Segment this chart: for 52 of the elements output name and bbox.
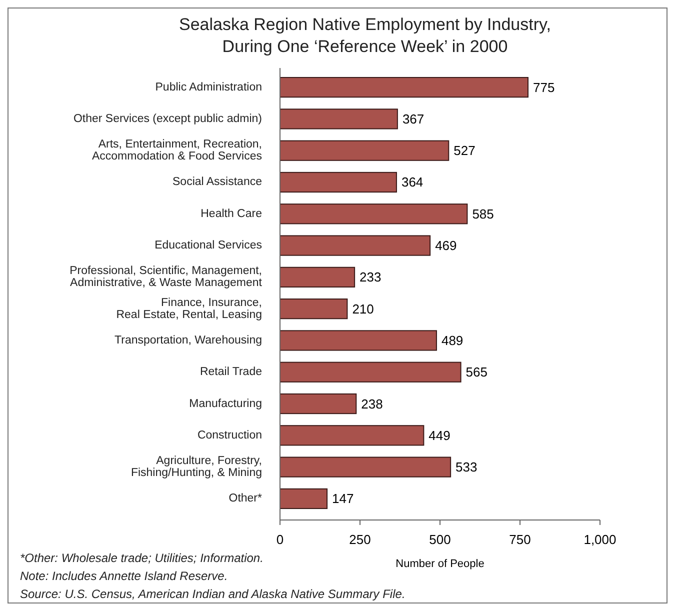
y-tick-label: Public Administration bbox=[155, 81, 262, 94]
data-label: 364 bbox=[401, 174, 424, 190]
bar bbox=[280, 204, 468, 224]
bar bbox=[280, 235, 431, 256]
y-tick-label: Transportation, Warehousing bbox=[114, 334, 262, 346]
y-tick-label: Educational Services bbox=[154, 240, 262, 252]
x-tick-label: 750 bbox=[509, 532, 531, 547]
text: Note: Includes Annette Island Reserve. bbox=[20, 569, 228, 583]
bar bbox=[280, 266, 356, 288]
data-label: 469 bbox=[435, 238, 457, 254]
y-tick-label: Health Care bbox=[200, 208, 262, 220]
y-tick-label: Agriculture, Forestry, Fishing/Hunting, & Mining bbox=[130, 455, 262, 480]
data-label: 527 bbox=[454, 143, 476, 158]
y-tick-label: Professional, Scientific, Management, Administrative, & Waste Management bbox=[70, 265, 263, 290]
y-tick-label: Construction bbox=[197, 429, 262, 442]
data-label: 233 bbox=[360, 270, 382, 285]
y-tick-label: Arts, Entertainment, Recreation, Accommodation & Food Services bbox=[92, 138, 262, 163]
data-label: 367 bbox=[402, 111, 424, 126]
data-label: 775 bbox=[533, 80, 555, 95]
bar bbox=[280, 393, 357, 414]
bar bbox=[280, 140, 450, 161]
bar bbox=[280, 330, 437, 351]
y-tick-label: Retail Trade bbox=[200, 366, 262, 378]
data-label: 565 bbox=[466, 364, 488, 380]
y-tick-label: Manufacturing bbox=[189, 398, 262, 410]
bar bbox=[280, 76, 528, 98]
data-label: 210 bbox=[352, 301, 374, 316]
y-tick-label: Social Assistance bbox=[172, 176, 262, 188]
data-label: 489 bbox=[441, 332, 464, 348]
y-tick-label: Other Services (except public admin) bbox=[73, 112, 262, 125]
bar bbox=[280, 108, 398, 130]
bar bbox=[280, 298, 348, 320]
chart-title: Sealaska Region Native Employment by Industry, During One ‘Reference Week’ in 2000 bbox=[179, 15, 551, 56]
x-tick-label: 500 bbox=[429, 532, 451, 547]
data-label: 533 bbox=[456, 460, 478, 475]
data-label: 449 bbox=[428, 428, 450, 443]
y-tick-label: Other* bbox=[228, 492, 263, 505]
y-tick-label: Finance, Insurance, Real Estate, Rental, Leasing bbox=[116, 296, 262, 321]
bar bbox=[280, 425, 424, 446]
source-note: Source: U.S. Census, American Indian and Alaska Native Summary File. bbox=[20, 587, 406, 601]
data-label: 585 bbox=[472, 206, 494, 222]
bar bbox=[280, 456, 452, 478]
x-tick-label: 0 bbox=[276, 532, 284, 547]
bar bbox=[280, 362, 462, 382]
data-label: 147 bbox=[332, 491, 354, 506]
x-tick-label: 250 bbox=[349, 532, 371, 547]
bar bbox=[280, 172, 397, 193]
x-axis-title: Number of People bbox=[396, 558, 484, 570]
bar bbox=[280, 488, 328, 510]
text: *Other: Wholesale trade; Utilities; Information. bbox=[20, 551, 264, 565]
data-label: 238 bbox=[361, 396, 383, 412]
x-tick-label: 1,000 bbox=[584, 532, 616, 547]
